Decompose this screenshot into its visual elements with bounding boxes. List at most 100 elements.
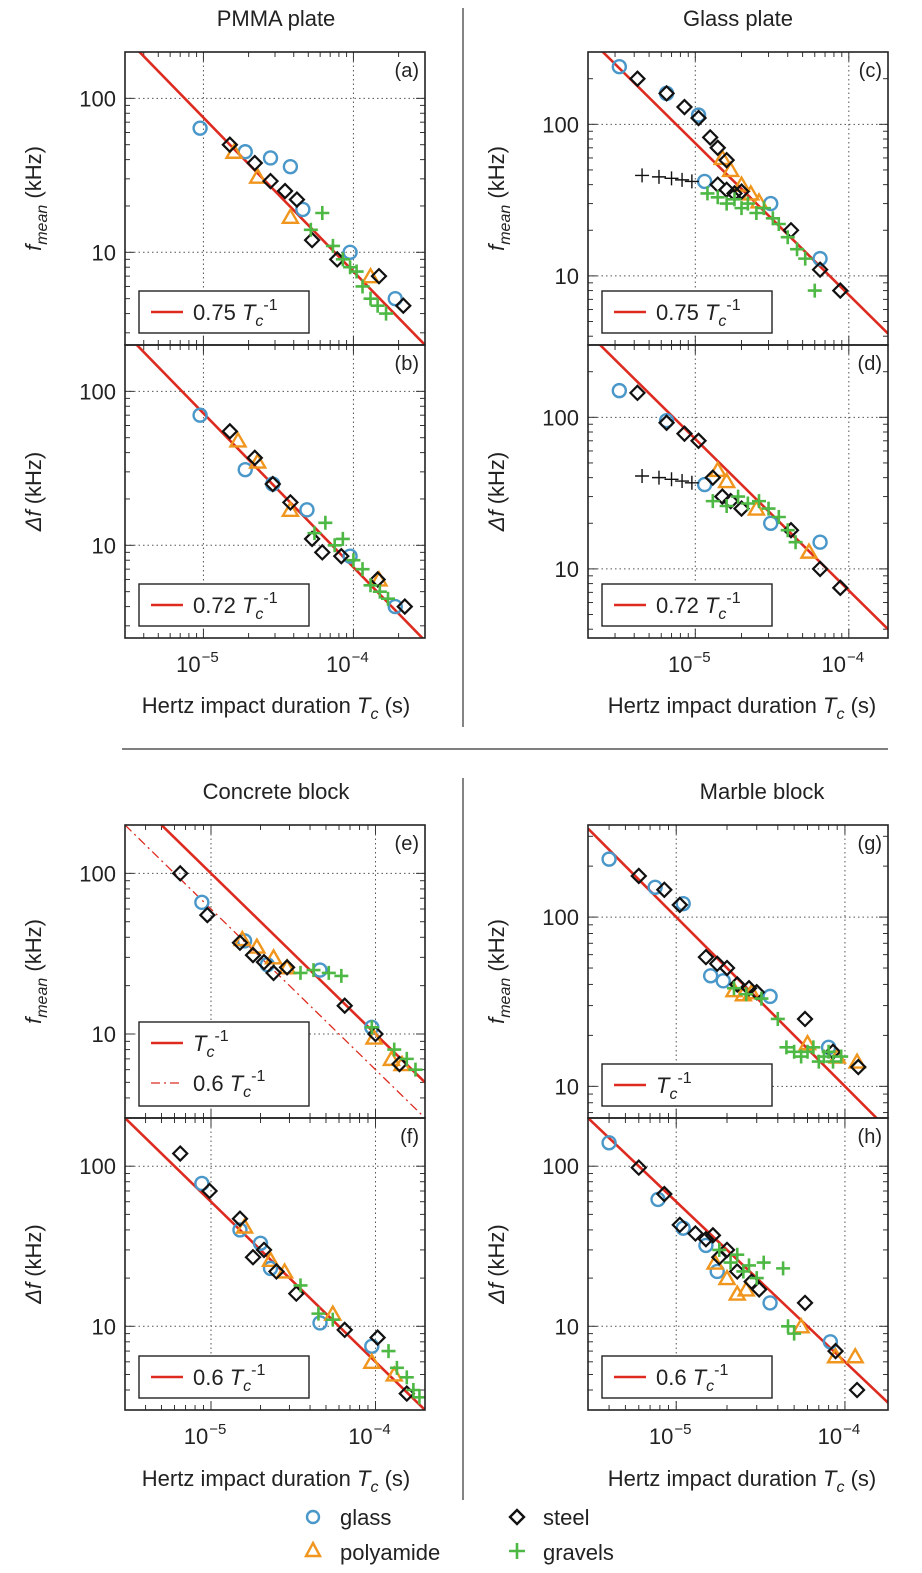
marker-gravels bbox=[781, 1319, 796, 1334]
marker-gravels bbox=[712, 1242, 727, 1257]
figure-legend: glass polyamide steel gravels bbox=[303, 1505, 614, 1565]
markers bbox=[171, 864, 423, 1077]
legend-glass-label: glass bbox=[340, 1505, 391, 1530]
x-axis-unit: (s) bbox=[844, 693, 876, 718]
marker-gravels bbox=[749, 205, 764, 220]
fit-legend-label: 0.6 Tc-1 bbox=[193, 1068, 265, 1101]
marker-steel bbox=[697, 948, 715, 966]
marker-polyamide bbox=[381, 1049, 402, 1067]
x-axis-subscript: c bbox=[370, 1479, 378, 1496]
marker-gravels bbox=[389, 1360, 404, 1375]
x-axis-unit: (s) bbox=[844, 1466, 876, 1491]
marker-steel bbox=[658, 84, 676, 102]
marker-gravels bbox=[664, 472, 679, 487]
section-title-pmma: PMMA plate bbox=[217, 6, 336, 31]
panel-g: 10 100 fmean (kHz) (g) Tc-1 bbox=[484, 824, 889, 1119]
y-axis-unit: (kHz) bbox=[484, 919, 509, 978]
marker-glass bbox=[762, 1295, 778, 1311]
marker-steel bbox=[671, 1216, 689, 1234]
marker-polyamide bbox=[263, 947, 284, 965]
y-axis-symbol: f bbox=[484, 1015, 509, 1024]
x-tick-label: 10−5 bbox=[184, 1421, 227, 1449]
fit-legend-label: 0.6 Tc-1 bbox=[656, 1362, 728, 1395]
marker-steel bbox=[831, 282, 849, 300]
x-axis-symbol: T bbox=[357, 693, 372, 718]
fit-symbol: T bbox=[705, 300, 720, 325]
marker-steel bbox=[689, 432, 708, 450]
y-axis-unit: (kHz) bbox=[21, 1224, 46, 1283]
marker-gravels bbox=[719, 196, 734, 211]
y-axis-subscript: mean bbox=[497, 205, 514, 245]
marker-glass bbox=[698, 1237, 714, 1254]
x-axis-unit: (s) bbox=[378, 693, 410, 718]
panel-d: 10 100 10−5 10−4 Δf (kHz) (d) 0.72 Tc-1 bbox=[484, 344, 889, 677]
marker-polyamide bbox=[280, 500, 300, 518]
marker-steel bbox=[713, 488, 731, 506]
markers bbox=[171, 1144, 425, 1405]
marker-glass bbox=[387, 290, 403, 307]
marker-polyamide bbox=[845, 1346, 865, 1364]
marker-polyamide bbox=[248, 452, 268, 469]
fit-subscript: c bbox=[243, 1084, 251, 1101]
x-axis-title-top-left: Hertz impact duration Tc (s) bbox=[142, 693, 410, 723]
marker-steel bbox=[718, 151, 736, 169]
y-tick-label: 10 bbox=[555, 1314, 579, 1339]
fit-symbol: T bbox=[193, 1031, 208, 1056]
fit-line bbox=[598, 345, 888, 631]
fit-subscript: c bbox=[669, 1086, 677, 1103]
marker-glass bbox=[658, 412, 675, 429]
y-axis-title: fmean (kHz) bbox=[484, 919, 514, 1024]
marker-steel bbox=[369, 570, 387, 589]
y-axis-symbol: f bbox=[21, 1015, 46, 1024]
marker-steel bbox=[658, 414, 676, 432]
markers bbox=[611, 58, 849, 300]
marker-glass bbox=[715, 973, 731, 989]
marker-gravels bbox=[776, 1261, 791, 1276]
marker-gravels bbox=[749, 1271, 764, 1286]
fit-lines bbox=[598, 345, 888, 631]
marker-gravels bbox=[406, 1383, 421, 1397]
y-axis-title: fmean (kHz) bbox=[21, 146, 51, 251]
x-tick-exponent: −5 bbox=[202, 649, 219, 666]
marker-polyamide bbox=[717, 1268, 737, 1286]
marker-glass bbox=[675, 895, 691, 912]
marker-polyamide bbox=[799, 542, 819, 559]
y-axis-symbol: Δf bbox=[484, 508, 509, 533]
marker-gravels bbox=[335, 252, 350, 267]
marker-glass bbox=[299, 502, 315, 518]
marker-gravels bbox=[806, 1040, 821, 1055]
marker-gravels bbox=[303, 222, 318, 237]
marker-steel bbox=[750, 1280, 768, 1298]
marker-steel bbox=[675, 425, 694, 443]
fit-lines bbox=[135, 345, 425, 638]
marker-steel bbox=[732, 500, 751, 518]
panel-b: 10 100 10−5 10−4 Δf (kHz) (b) 0.72 Tc-1 bbox=[21, 344, 426, 677]
marker-steel bbox=[313, 543, 331, 561]
y-axis-unit: (kHz) bbox=[21, 919, 46, 978]
marker-steel bbox=[276, 182, 294, 200]
marker-glass bbox=[342, 244, 358, 261]
fit-coefficient: 0.75 bbox=[656, 300, 705, 325]
x-axis-label-text: Hertz impact duration bbox=[142, 1466, 351, 1491]
x-axis-label-text: Hertz impact duration bbox=[608, 1466, 817, 1491]
marker-glass bbox=[192, 407, 208, 423]
marker-polyamide bbox=[362, 1352, 382, 1370]
marker-steel bbox=[264, 475, 282, 493]
y-tick-label: 10 bbox=[92, 1022, 116, 1047]
y-axis-unit: (kHz) bbox=[484, 146, 509, 205]
marker-glass bbox=[812, 534, 828, 550]
y-axis-symbol: f bbox=[21, 242, 46, 251]
marker-gravels bbox=[675, 172, 690, 187]
marker-polyamide bbox=[825, 1346, 846, 1364]
fit-exponent: -1 bbox=[677, 1070, 691, 1087]
marker-gravels bbox=[327, 538, 342, 553]
marker-glass bbox=[702, 968, 719, 984]
markers bbox=[611, 382, 849, 597]
marker-steel bbox=[278, 958, 296, 976]
legend-steel-marker bbox=[508, 1508, 526, 1526]
x-tick-exponent: −4 bbox=[374, 1421, 391, 1438]
marker-gravels bbox=[807, 283, 822, 298]
marker-steel bbox=[303, 231, 321, 249]
marker-gravels bbox=[741, 1258, 756, 1273]
y-axis-title: Δf (kHz) bbox=[21, 1224, 46, 1305]
